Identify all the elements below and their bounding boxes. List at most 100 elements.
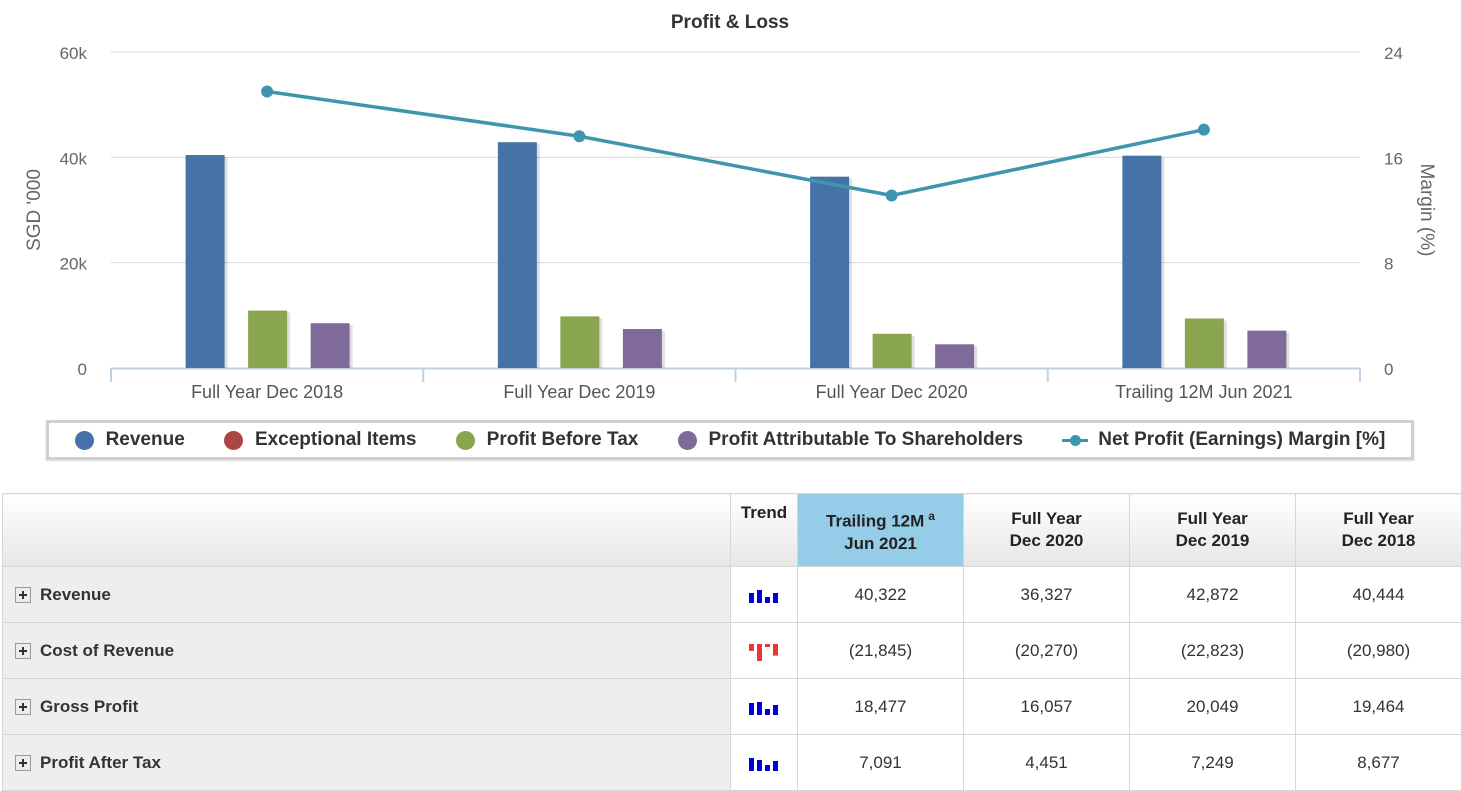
trend-cell	[731, 623, 798, 679]
sparkline-bar	[757, 760, 762, 771]
header-col-dec-2020[interactable]: Full Year Dec 2020	[964, 494, 1130, 567]
sparkline-bar	[773, 705, 778, 715]
bar-profit-attributable-to-shareholders	[935, 344, 974, 368]
x-tick-label: Full Year Dec 2018	[191, 382, 343, 402]
legend-item-exceptional-items[interactable]: Exceptional Items	[224, 429, 417, 451]
trend-sparkline	[747, 697, 781, 717]
y-tick-label: 20k	[60, 255, 88, 274]
y-tick-label: 0	[78, 360, 87, 379]
x-tick-label: Trailing 12M Jun 2021	[1115, 382, 1292, 402]
expand-icon[interactable]	[15, 699, 31, 715]
row-label-cell[interactable]: Gross Profit	[3, 679, 731, 735]
header-line1: Full Year	[1343, 509, 1414, 528]
sparkline-bar	[773, 761, 778, 771]
header-label-cell	[3, 494, 731, 567]
row-label-cell[interactable]: Profit After Tax	[3, 735, 731, 791]
value-cell: (22,823)	[1130, 623, 1296, 679]
sparkline-bar	[757, 644, 762, 661]
sparkline-bar	[749, 593, 754, 603]
legend-swatch-revenue	[75, 431, 94, 450]
legend-label-exceptional-items: Exceptional Items	[255, 429, 417, 451]
margin-line	[267, 92, 1204, 196]
chart-title: Profit & Loss	[671, 12, 789, 33]
trend-sparkline	[747, 753, 781, 773]
value-cell: 7,091	[798, 735, 964, 791]
value-cell: 19,464	[1296, 679, 1461, 735]
bar-profit-attributable-to-shareholders	[311, 323, 350, 368]
y2-tick-label: 0	[1384, 360, 1393, 379]
y-tick-label: 60k	[60, 44, 88, 63]
trend-cell	[731, 679, 798, 735]
legend-label-profit-before-tax: Profit Before Tax	[487, 429, 639, 451]
value-cell: 42,872	[1130, 567, 1296, 623]
sparkline-bar	[749, 758, 754, 771]
legend-swatch-net-profit-margin	[1062, 439, 1088, 442]
margin-point	[573, 130, 585, 142]
legend-item-revenue[interactable]: Revenue	[75, 429, 185, 451]
expand-icon[interactable]	[15, 755, 31, 771]
header-line2: Dec 2018	[1342, 531, 1416, 550]
value-cell: (21,845)	[798, 623, 964, 679]
legend-swatch-exceptional-items	[224, 431, 243, 450]
header-superscript: a	[928, 509, 935, 523]
trend-sparkline	[747, 585, 781, 605]
header-line1: Full Year	[1177, 509, 1248, 528]
trend-cell	[731, 567, 798, 623]
sparkline-bar	[765, 709, 770, 715]
header-line2: Dec 2020	[1010, 531, 1084, 550]
table-row: Cost of Revenue (21,845) (20,270) (22,82…	[3, 623, 1461, 679]
bar-revenue	[1122, 156, 1161, 368]
header-col-dec-2018[interactable]: Full Year Dec 2018	[1296, 494, 1461, 567]
value-cell: (20,270)	[964, 623, 1130, 679]
legend-item-profit-attributable[interactable]: Profit Attributable To Shareholders	[678, 429, 1024, 451]
table-row: Revenue 40,322 36,327 42,872 40,444	[3, 567, 1461, 623]
legend-item-net-profit-margin[interactable]: Net Profit (Earnings) Margin [%]	[1062, 429, 1385, 451]
row-label-cell[interactable]: Cost of Revenue	[3, 623, 731, 679]
bar-revenue	[810, 177, 849, 368]
trend-cell	[731, 735, 798, 791]
header-line1: Trailing 12M	[826, 512, 924, 531]
expand-icon[interactable]	[15, 587, 31, 603]
margin-point	[261, 86, 273, 98]
bar-profit-before-tax	[560, 316, 599, 368]
legend-swatch-profit-attributable	[678, 431, 697, 450]
value-cell: 7,249	[1130, 735, 1296, 791]
sparkline-bar	[765, 597, 770, 603]
legend-label-net-profit-margin: Net Profit (Earnings) Margin [%]	[1098, 429, 1385, 451]
margin-point	[886, 190, 898, 202]
trend-sparkline	[747, 641, 781, 661]
value-cell: 16,057	[964, 679, 1130, 735]
legend-swatch-profit-before-tax	[456, 431, 475, 450]
y2-tick-label: 24	[1384, 44, 1403, 63]
bar-revenue	[186, 155, 225, 368]
sparkline-bar	[757, 590, 762, 603]
bar-profit-before-tax	[1185, 318, 1224, 368]
table-row: Gross Profit 18,477 16,057 20,049 19,464	[3, 679, 1461, 735]
header-line1: Full Year	[1011, 509, 1082, 528]
value-cell: 36,327	[964, 567, 1130, 623]
header-col-dec-2019[interactable]: Full Year Dec 2019	[1130, 494, 1296, 567]
legend-label-profit-attributable: Profit Attributable To Shareholders	[709, 429, 1024, 451]
value-cell: 20,049	[1130, 679, 1296, 735]
legend-item-profit-before-tax[interactable]: Profit Before Tax	[456, 429, 639, 451]
bar-profit-before-tax	[873, 334, 912, 368]
sparkline-bar	[773, 593, 778, 603]
bar-profit-attributable-to-shareholders	[1247, 331, 1286, 368]
row-label-cell[interactable]: Revenue	[3, 567, 731, 623]
value-cell: (20,980)	[1296, 623, 1461, 679]
x-tick-label: Full Year Dec 2020	[816, 382, 968, 402]
expand-icon[interactable]	[15, 643, 31, 659]
header-line2: Dec 2019	[1176, 531, 1250, 550]
y2-tick-label: 8	[1384, 255, 1393, 274]
legend-label-revenue: Revenue	[106, 429, 185, 451]
chart-legend: Revenue Exceptional Items Profit Before …	[46, 420, 1414, 460]
sparkline-bar	[773, 644, 778, 656]
y-tick-label: 40k	[60, 149, 88, 168]
sparkline-bar	[749, 644, 754, 651]
margin-point	[1198, 124, 1210, 136]
